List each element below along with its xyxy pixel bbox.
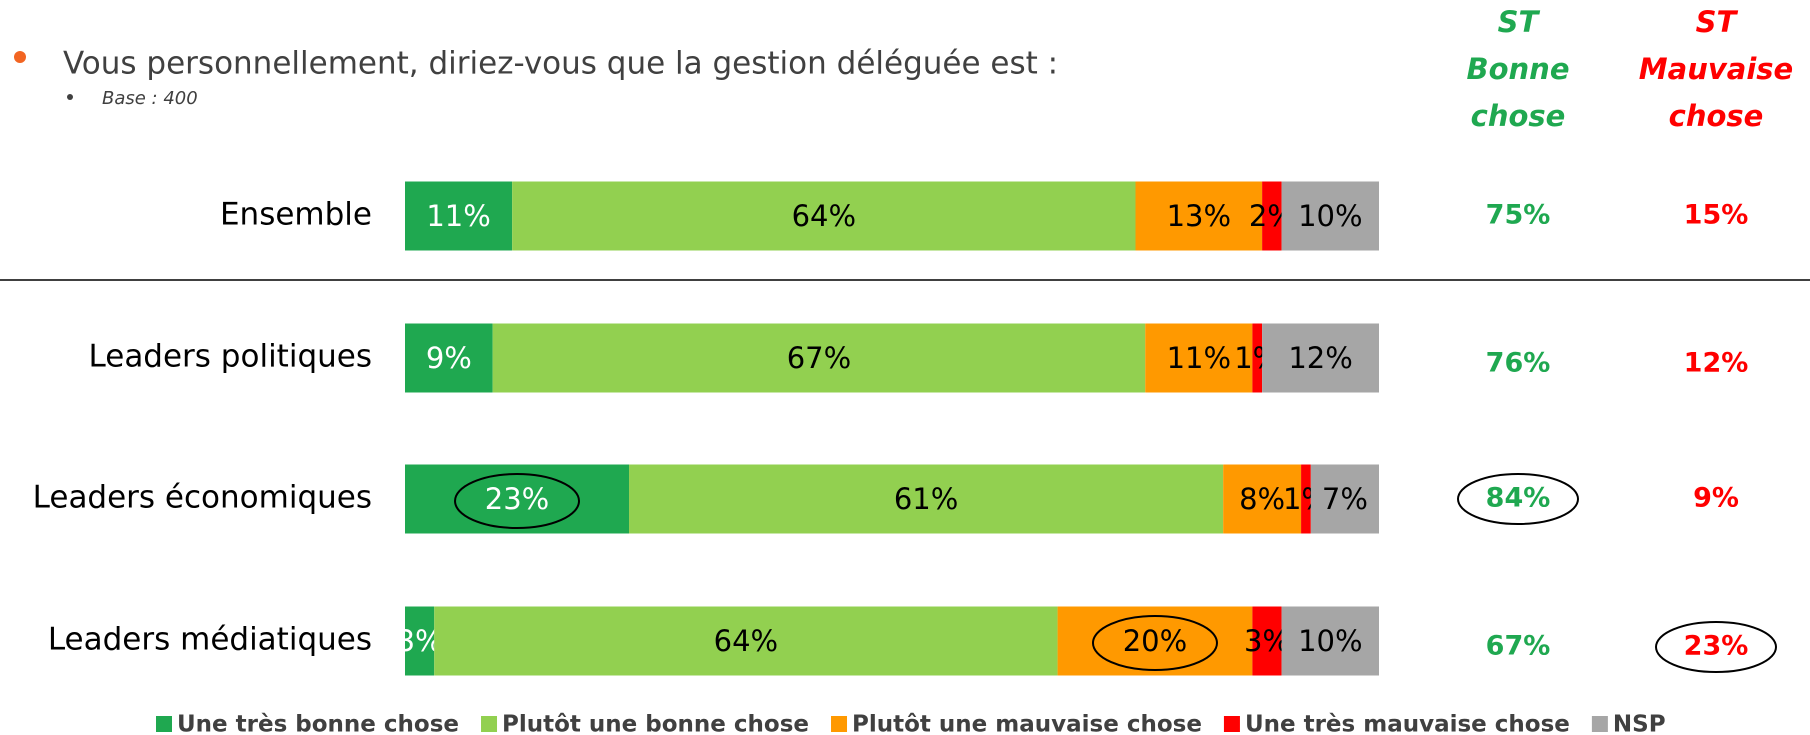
data-label: 61%: [894, 482, 958, 516]
summary-value: 12%: [1684, 348, 1749, 379]
data-label: 12%: [1288, 341, 1352, 375]
data-label: 67%: [787, 341, 851, 375]
summary-header: chose: [1669, 99, 1764, 133]
data-label: 23%: [485, 482, 549, 516]
data-label: 8%: [1239, 482, 1285, 516]
legend-label: Une très bonne chose: [177, 712, 459, 735]
bar-segment: [1145, 323, 1253, 393]
category-label: Leaders économiques: [33, 480, 372, 516]
summary-header: chose: [1471, 99, 1566, 133]
summary-header: Mauvaise: [1639, 52, 1793, 86]
data-label: 7%: [1322, 482, 1368, 516]
bar-segment: [1281, 181, 1379, 251]
data-label: 13%: [1167, 199, 1231, 233]
legend-label: Plutôt une mauvaise chose: [852, 712, 1202, 735]
bar-segment: [1310, 464, 1379, 534]
category-label: Ensemble: [220, 197, 372, 233]
bar-segment: [1057, 606, 1253, 676]
bullet: [67, 94, 73, 100]
legend-swatch: [831, 716, 848, 732]
chart-title: Vous personnellement, diriez-vous que la…: [63, 46, 1058, 82]
legend-label: Plutôt une bonne chose: [502, 712, 809, 735]
highlight-ellipse: [1091, 615, 1218, 671]
bar-segment: [512, 181, 1136, 251]
bar-segment: [1223, 464, 1302, 534]
legend-label: NSP: [1613, 712, 1666, 735]
bar-segment: [1301, 464, 1311, 534]
summary-header: ST: [1696, 5, 1739, 39]
summary-value: 75%: [1486, 200, 1551, 231]
bar-segment: [434, 606, 1058, 676]
summary-value: 23%: [1684, 631, 1749, 662]
legend-swatch: [1591, 716, 1608, 732]
summary-value: 84%: [1486, 483, 1551, 514]
data-label: 10%: [1298, 624, 1362, 658]
highlight-ellipse: [1655, 621, 1777, 673]
highlight-ellipse: [1457, 473, 1579, 525]
summary-value: 15%: [1684, 200, 1749, 231]
data-label: 64%: [714, 624, 778, 658]
bar-segment: [492, 323, 1146, 393]
data-label: 11%: [1167, 341, 1231, 375]
bar-segment: [1252, 606, 1282, 676]
summary-header: Bonne: [1467, 52, 1570, 86]
legend-swatch: [1223, 716, 1240, 732]
bar-segment: [1262, 323, 1379, 393]
data-label: 20%: [1123, 624, 1187, 658]
legend-swatch: [156, 716, 172, 732]
legend-swatch: [481, 716, 498, 732]
summary-header: ST: [1498, 5, 1541, 39]
bar-segment: [1135, 181, 1263, 251]
bar-segment: [405, 323, 493, 393]
bar-segment: [1281, 606, 1379, 676]
summary-value: 76%: [1486, 348, 1551, 379]
bullet: [14, 51, 26, 63]
bar-segment: [405, 181, 513, 251]
highlight-ellipse: [454, 473, 581, 529]
data-label: 10%: [1298, 199, 1362, 233]
legend-label: Une très mauvaise chose: [1245, 712, 1570, 735]
bar-segment: [1252, 323, 1263, 393]
bar-segment: [405, 606, 435, 676]
data-label: 9%: [426, 341, 472, 375]
chart-subtitle: Base : 400: [102, 88, 198, 109]
summary-value: 9%: [1693, 483, 1739, 514]
bar-segment: [629, 464, 1224, 534]
bar-segment: [405, 464, 630, 534]
data-label: 64%: [792, 199, 856, 233]
category-label: Leaders politiques: [89, 339, 372, 375]
category-label: Leaders médiatiques: [48, 622, 372, 658]
data-label: 11%: [426, 199, 490, 233]
bar-segment: [1262, 181, 1282, 251]
summary-value: 67%: [1486, 631, 1551, 662]
